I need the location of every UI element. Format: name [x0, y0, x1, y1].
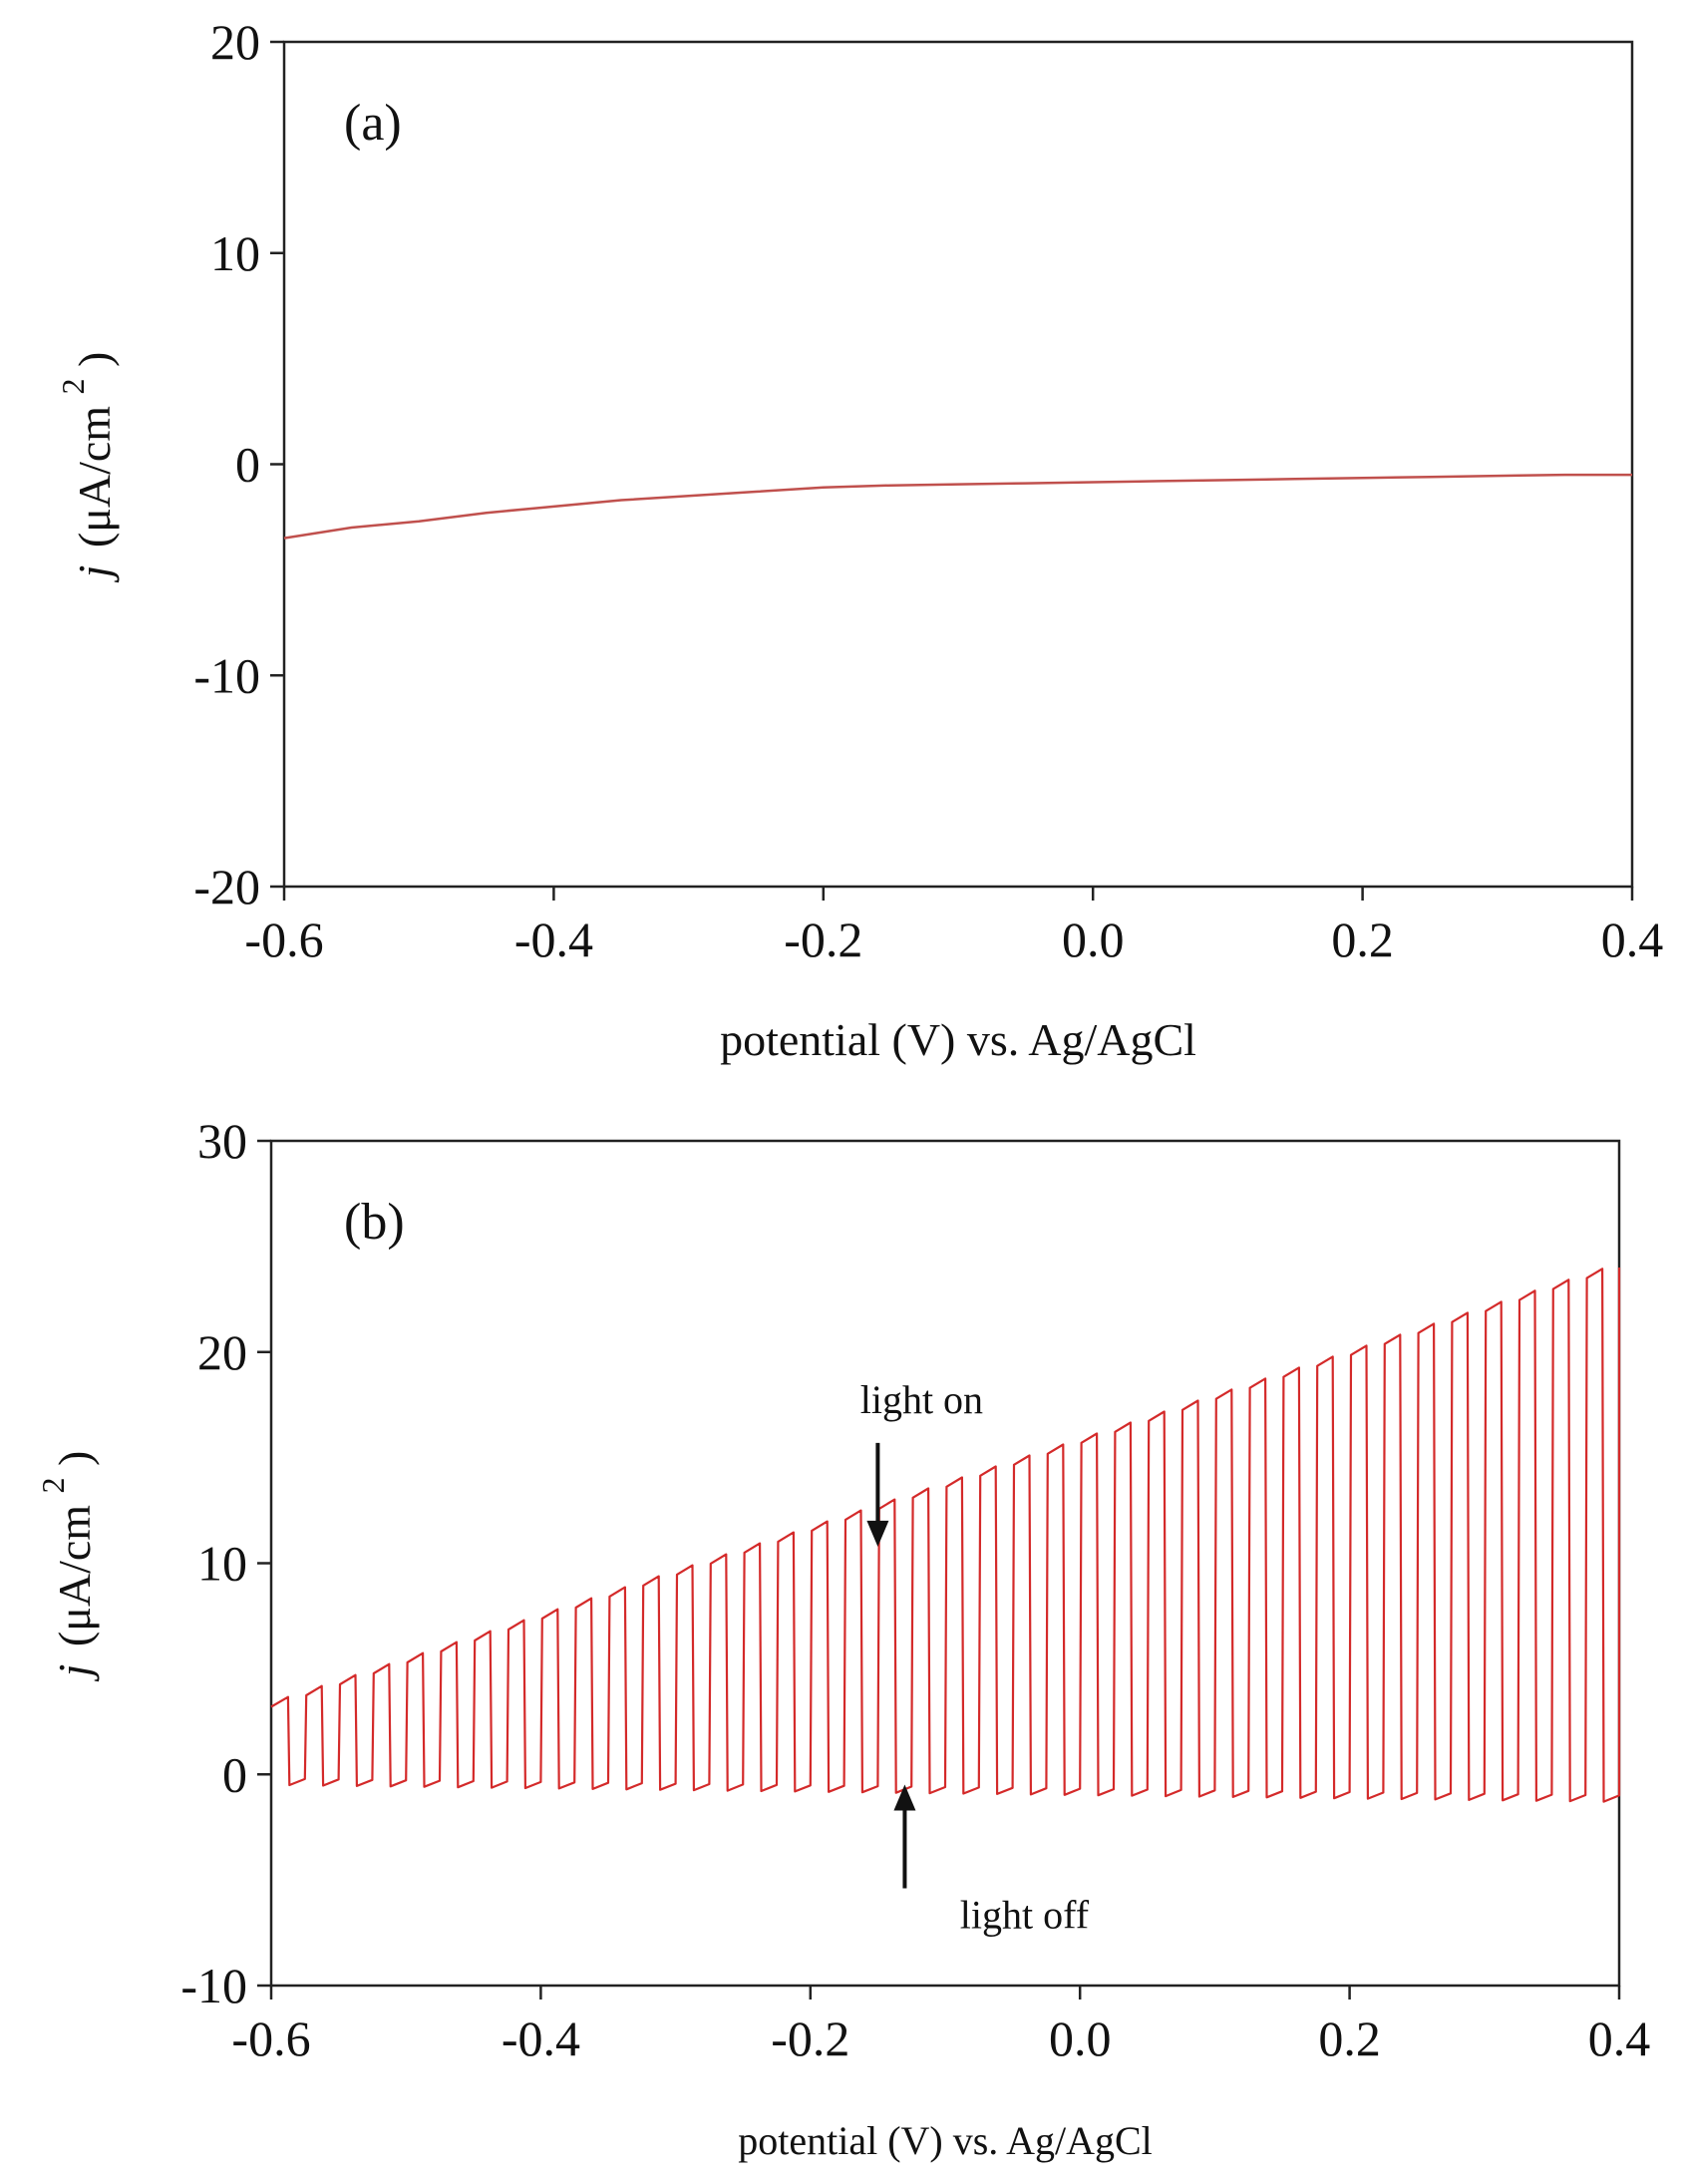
x-tick-label: -0.6	[231, 2010, 310, 2066]
x-tick-label: -0.2	[771, 2010, 849, 2066]
x-tick-label: 0.0	[1049, 2010, 1112, 2066]
chart-panel-a: -0.6 -0.4 -0.2 0.0 0.2 0.4 20 10 0 -10 -20 (a) po…	[43, 14, 1663, 1065]
x-axis-a: -0.6 -0.4 -0.2 0.0 0.2 0.4	[244, 887, 1663, 967]
y-tick-label: 0	[222, 1746, 247, 1802]
y-axis-title-a: j (μA/cm 2 )	[43, 352, 120, 583]
panel-label-b: (b)	[344, 1194, 405, 1251]
panel-label-a: (a)	[344, 95, 402, 152]
chart-panel-b: -0.6 -0.4 -0.2 0.0 0.2 0.4 30 20 10 0 -10 light o…	[23, 1113, 1650, 2163]
y-tick-label: -20	[193, 859, 260, 914]
y-axis-title-unit-b: (μA/cm	[49, 1505, 100, 1646]
y-axis-b: 30 20 10 0 -10	[180, 1113, 271, 2013]
y-tick-label: 20	[197, 1324, 247, 1380]
x-tick-label: 0.2	[1331, 911, 1394, 967]
x-axis-b: -0.6 -0.4 -0.2 0.0 0.2 0.4	[231, 1986, 1650, 2066]
svg-text:j (μA/cm 2: j (μA/cm 2 )	[23, 1451, 100, 1682]
annotation-arrow-head	[893, 1784, 916, 1811]
series-line-chopped	[270, 1268, 1621, 1803]
series-line-dark	[283, 473, 1632, 540]
annotation-label: light on	[860, 1377, 983, 1422]
annotation-arrow-head	[866, 1520, 889, 1547]
x-axis-title-b: potential (V) vs. Ag/AgCl	[738, 2118, 1153, 2163]
y-axis-title-unit-a: (μA/cm	[69, 406, 120, 547]
series-b	[270, 1268, 1621, 1803]
svg-text:j (μA/cm 2: j (μA/cm 2 )	[43, 352, 120, 583]
annotation-label: light off	[960, 1892, 1090, 1937]
y-tick-label: 20	[210, 14, 260, 70]
x-tick-label: -0.4	[502, 2010, 580, 2066]
y-axis-title-italic-b: j	[49, 1664, 100, 1682]
y-axis-title-sup-b: 2	[35, 1477, 71, 1493]
y-axis-title-close-a: )	[69, 352, 120, 367]
x-tick-label: 0.2	[1318, 2010, 1381, 2066]
y-tick-label: 0	[235, 437, 260, 493]
x-tick-label: -0.2	[784, 911, 862, 967]
y-tick-label: 10	[210, 225, 260, 281]
x-tick-label: 0.4	[1588, 2010, 1651, 2066]
y-axis-title-sup-a: 2	[55, 378, 91, 394]
x-axis-title-a: potential (V) vs. Ag/AgCl	[720, 1014, 1196, 1065]
series-a	[283, 473, 1632, 540]
x-tick-label: 0.0	[1062, 911, 1125, 967]
y-axis-title-close-b: )	[49, 1451, 100, 1466]
y-tick-label: -10	[180, 1958, 247, 2013]
y-tick-label: 10	[197, 1536, 247, 1592]
y-tick-label: -10	[193, 647, 260, 703]
x-tick-label: -0.4	[514, 911, 593, 967]
x-tick-label: -0.6	[244, 911, 323, 967]
x-tick-label: 0.4	[1601, 911, 1664, 967]
y-axis-title-b: j (μA/cm 2 )	[23, 1451, 100, 1682]
annotations-b: light on light off	[860, 1377, 1090, 1938]
y-tick-label: 30	[197, 1113, 247, 1169]
y-axis-a: 20 10 0 -10 -20	[193, 14, 284, 914]
y-axis-title-italic-a: j	[69, 565, 120, 583]
plot-frame-a	[282, 40, 1634, 889]
